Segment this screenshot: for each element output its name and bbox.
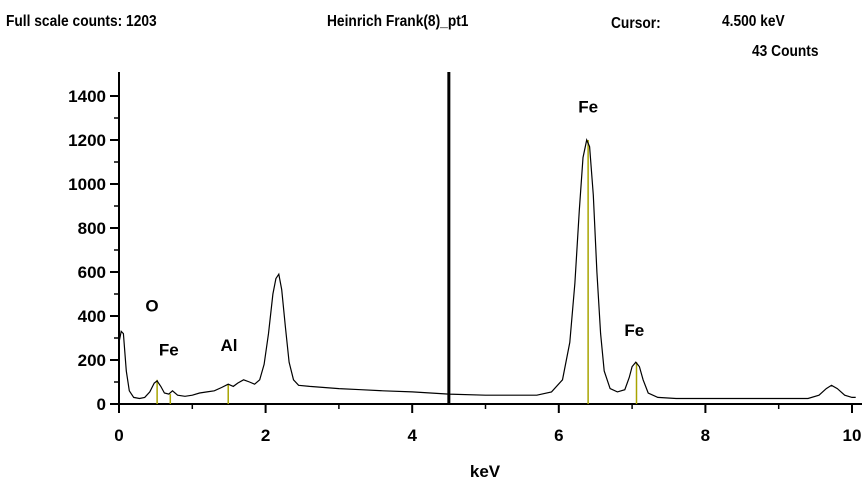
y-tick-label: 1400 bbox=[68, 87, 106, 106]
x-tick-label: 2 bbox=[261, 426, 270, 445]
peak-label-fe: Fe bbox=[159, 341, 179, 360]
peak-label-al: Al bbox=[220, 336, 237, 355]
y-tick-label: 1000 bbox=[68, 175, 106, 194]
x-tick-label: 8 bbox=[701, 426, 710, 445]
peak-label-fe: Fe bbox=[578, 98, 598, 117]
peak-label-o: O bbox=[145, 297, 158, 316]
cursor-label: Cursor: bbox=[611, 15, 661, 32]
x-tick-label: 10 bbox=[843, 426, 862, 445]
peak-labels: O Fe Al Fe Fe bbox=[145, 98, 644, 360]
x-tick-label: 0 bbox=[114, 426, 123, 445]
spectrum-trace bbox=[118, 138, 856, 400]
full-scale-counts: Full scale counts: 1203 bbox=[6, 13, 157, 30]
spectrum-title: Heinrich Frank(8)_pt1 bbox=[327, 13, 469, 30]
y-tick-label: 800 bbox=[78, 219, 106, 238]
chart-axes: 0 200 400 600 800 1000 1200 1400 0 2 4 6 8 10 bbox=[68, 72, 862, 445]
x-tick-label: 4 bbox=[407, 426, 417, 445]
x-tick-label: 6 bbox=[554, 426, 563, 445]
y-tick-label: 400 bbox=[78, 307, 106, 326]
peak-label-fe: Fe bbox=[624, 321, 644, 340]
cursor-counts-readout: 43 Counts bbox=[752, 43, 819, 60]
y-tick-label: 0 bbox=[97, 395, 106, 414]
peak-marker-lines bbox=[156, 140, 638, 404]
y-tick-label: 1200 bbox=[68, 131, 106, 150]
cursor-energy-readout: 4.500 keV bbox=[722, 13, 785, 30]
y-tick-label: 600 bbox=[78, 263, 106, 282]
x-axis-label: keV bbox=[470, 462, 501, 481]
y-tick-label: 200 bbox=[78, 351, 106, 370]
